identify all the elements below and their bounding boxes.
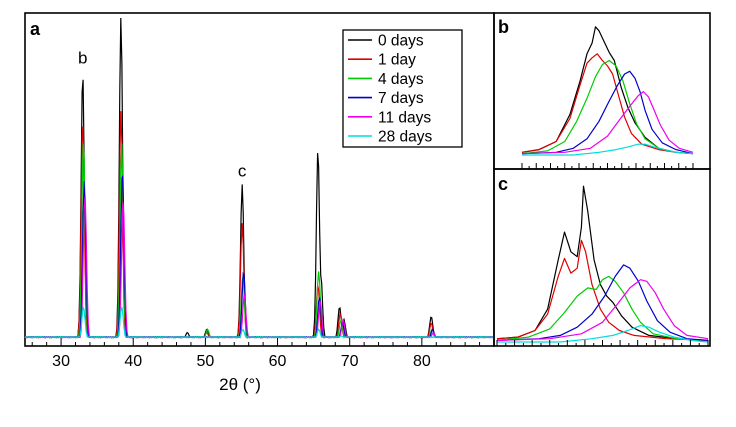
panel-b-line-11-days — [521, 91, 694, 155]
legend-label-0-days: 0 days — [378, 33, 424, 50]
legend-label-7-days: 7 days — [378, 90, 424, 107]
panel-c-plot: c — [493, 168, 711, 347]
peak-point-0-days-6 — [320, 274, 321, 275]
panel-b-line-7-days — [521, 70, 694, 155]
peak-label-c: c — [238, 161, 247, 180]
legend-label-1-day: 1 day — [378, 52, 416, 69]
legend-box — [342, 29, 463, 148]
panel-c-line-0-days — [496, 185, 709, 341]
panel-c-frame — [493, 168, 711, 347]
peak-point-0-days-2 — [187, 332, 188, 333]
peak-point-0-days-5 — [317, 148, 318, 149]
peak-point-11-days-4 — [343, 319, 344, 320]
peak-label-b: b — [78, 49, 87, 68]
peak-point-11-days-0 — [84, 194, 85, 195]
x-tick-label: 30 — [52, 353, 70, 370]
peak-point-11-days-2 — [244, 293, 245, 294]
panel-b-line-4-days — [521, 59, 694, 155]
peak-point-28-days-0 — [83, 306, 84, 307]
peak-point-0-days-4 — [242, 184, 243, 185]
panel-c-x-axis — [496, 340, 709, 346]
panel-b-line-0-days — [521, 26, 694, 155]
peak-point-4-days-0 — [83, 139, 84, 140]
panel-c-letter: c — [498, 174, 508, 194]
peak-point-0-days-1 — [120, 16, 121, 17]
panel-c-line-28-days — [497, 325, 709, 343]
x-tick-label: 50 — [196, 353, 214, 370]
peak-point-11-days-5 — [433, 332, 434, 333]
peak-point-0-days-0 — [82, 71, 83, 72]
peak-point-7-days-0 — [84, 181, 85, 182]
peak-point-7-days-1 — [122, 168, 123, 169]
panel-c-line-7-days — [496, 264, 709, 341]
peak-point-1-day-5 — [340, 313, 341, 314]
series-line-4-days — [24, 143, 495, 339]
peak-point-7-days-5 — [432, 329, 433, 330]
peak-point-28-days-4 — [340, 335, 341, 336]
peak-point-28-days-3 — [318, 329, 319, 330]
peak-point-4-days-5 — [340, 319, 341, 320]
panel-a-peak-labels: bc — [78, 49, 247, 181]
x-tick-label: 70 — [341, 353, 359, 370]
peak-point-0-days-9 — [431, 316, 432, 317]
peak-point-28-days-1 — [121, 306, 122, 307]
peak-point-1-day-0 — [82, 119, 83, 120]
peak-point-28-days-2 — [242, 329, 243, 330]
panel-b-line-28-days — [522, 143, 694, 156]
series-line-11-days — [24, 196, 495, 339]
panel-a-x-axis: 30 40 50 60 70 80 — [31, 338, 481, 370]
legend-label-4-days: 4 days — [378, 71, 424, 88]
series-line-7-days — [24, 175, 495, 339]
peak-point-4-days-1 — [121, 142, 122, 143]
peak-point-1-day-6 — [431, 322, 432, 323]
series-line-28-days — [24, 305, 495, 339]
legend: 0 days 1 day 4 days 7 days 11 days 28 days — [342, 29, 463, 148]
x-tick-label: 80 — [413, 353, 431, 370]
peak-point-4-days-2 — [207, 329, 208, 330]
peak-point-7-days-3 — [319, 297, 320, 298]
panel-b-plot: b — [493, 12, 711, 170]
panel-b-letter: b — [498, 17, 509, 37]
x-tick-label: 60 — [269, 353, 287, 370]
panel-a-letter: a — [30, 19, 41, 39]
panel-c-line-4-days — [496, 275, 709, 341]
panel-c-line-11-days — [496, 279, 709, 341]
peak-point-11-days-3 — [320, 300, 321, 301]
peak-point-0-days-7 — [339, 306, 340, 307]
panel-b-series-group — [521, 26, 694, 156]
peak-point-11-days-1 — [123, 200, 124, 201]
panel-a-series-group — [24, 16, 495, 339]
peak-point-4-days-4 — [318, 271, 319, 272]
panel-b-x-axis — [521, 163, 694, 169]
legend-label-11-days: 11 days — [378, 109, 431, 126]
panel-c-series-group — [496, 185, 709, 343]
peak-point-1-day-3 — [242, 223, 243, 224]
x-axis-label: 2θ (°) — [219, 375, 261, 394]
panel-c-line-1-day — [496, 239, 709, 341]
peak-point-7-days-2 — [243, 271, 244, 272]
x-tick-label: 40 — [124, 353, 142, 370]
peak-point-1-day-1 — [120, 110, 121, 111]
legend-label-28-days: 28 days — [378, 129, 433, 146]
